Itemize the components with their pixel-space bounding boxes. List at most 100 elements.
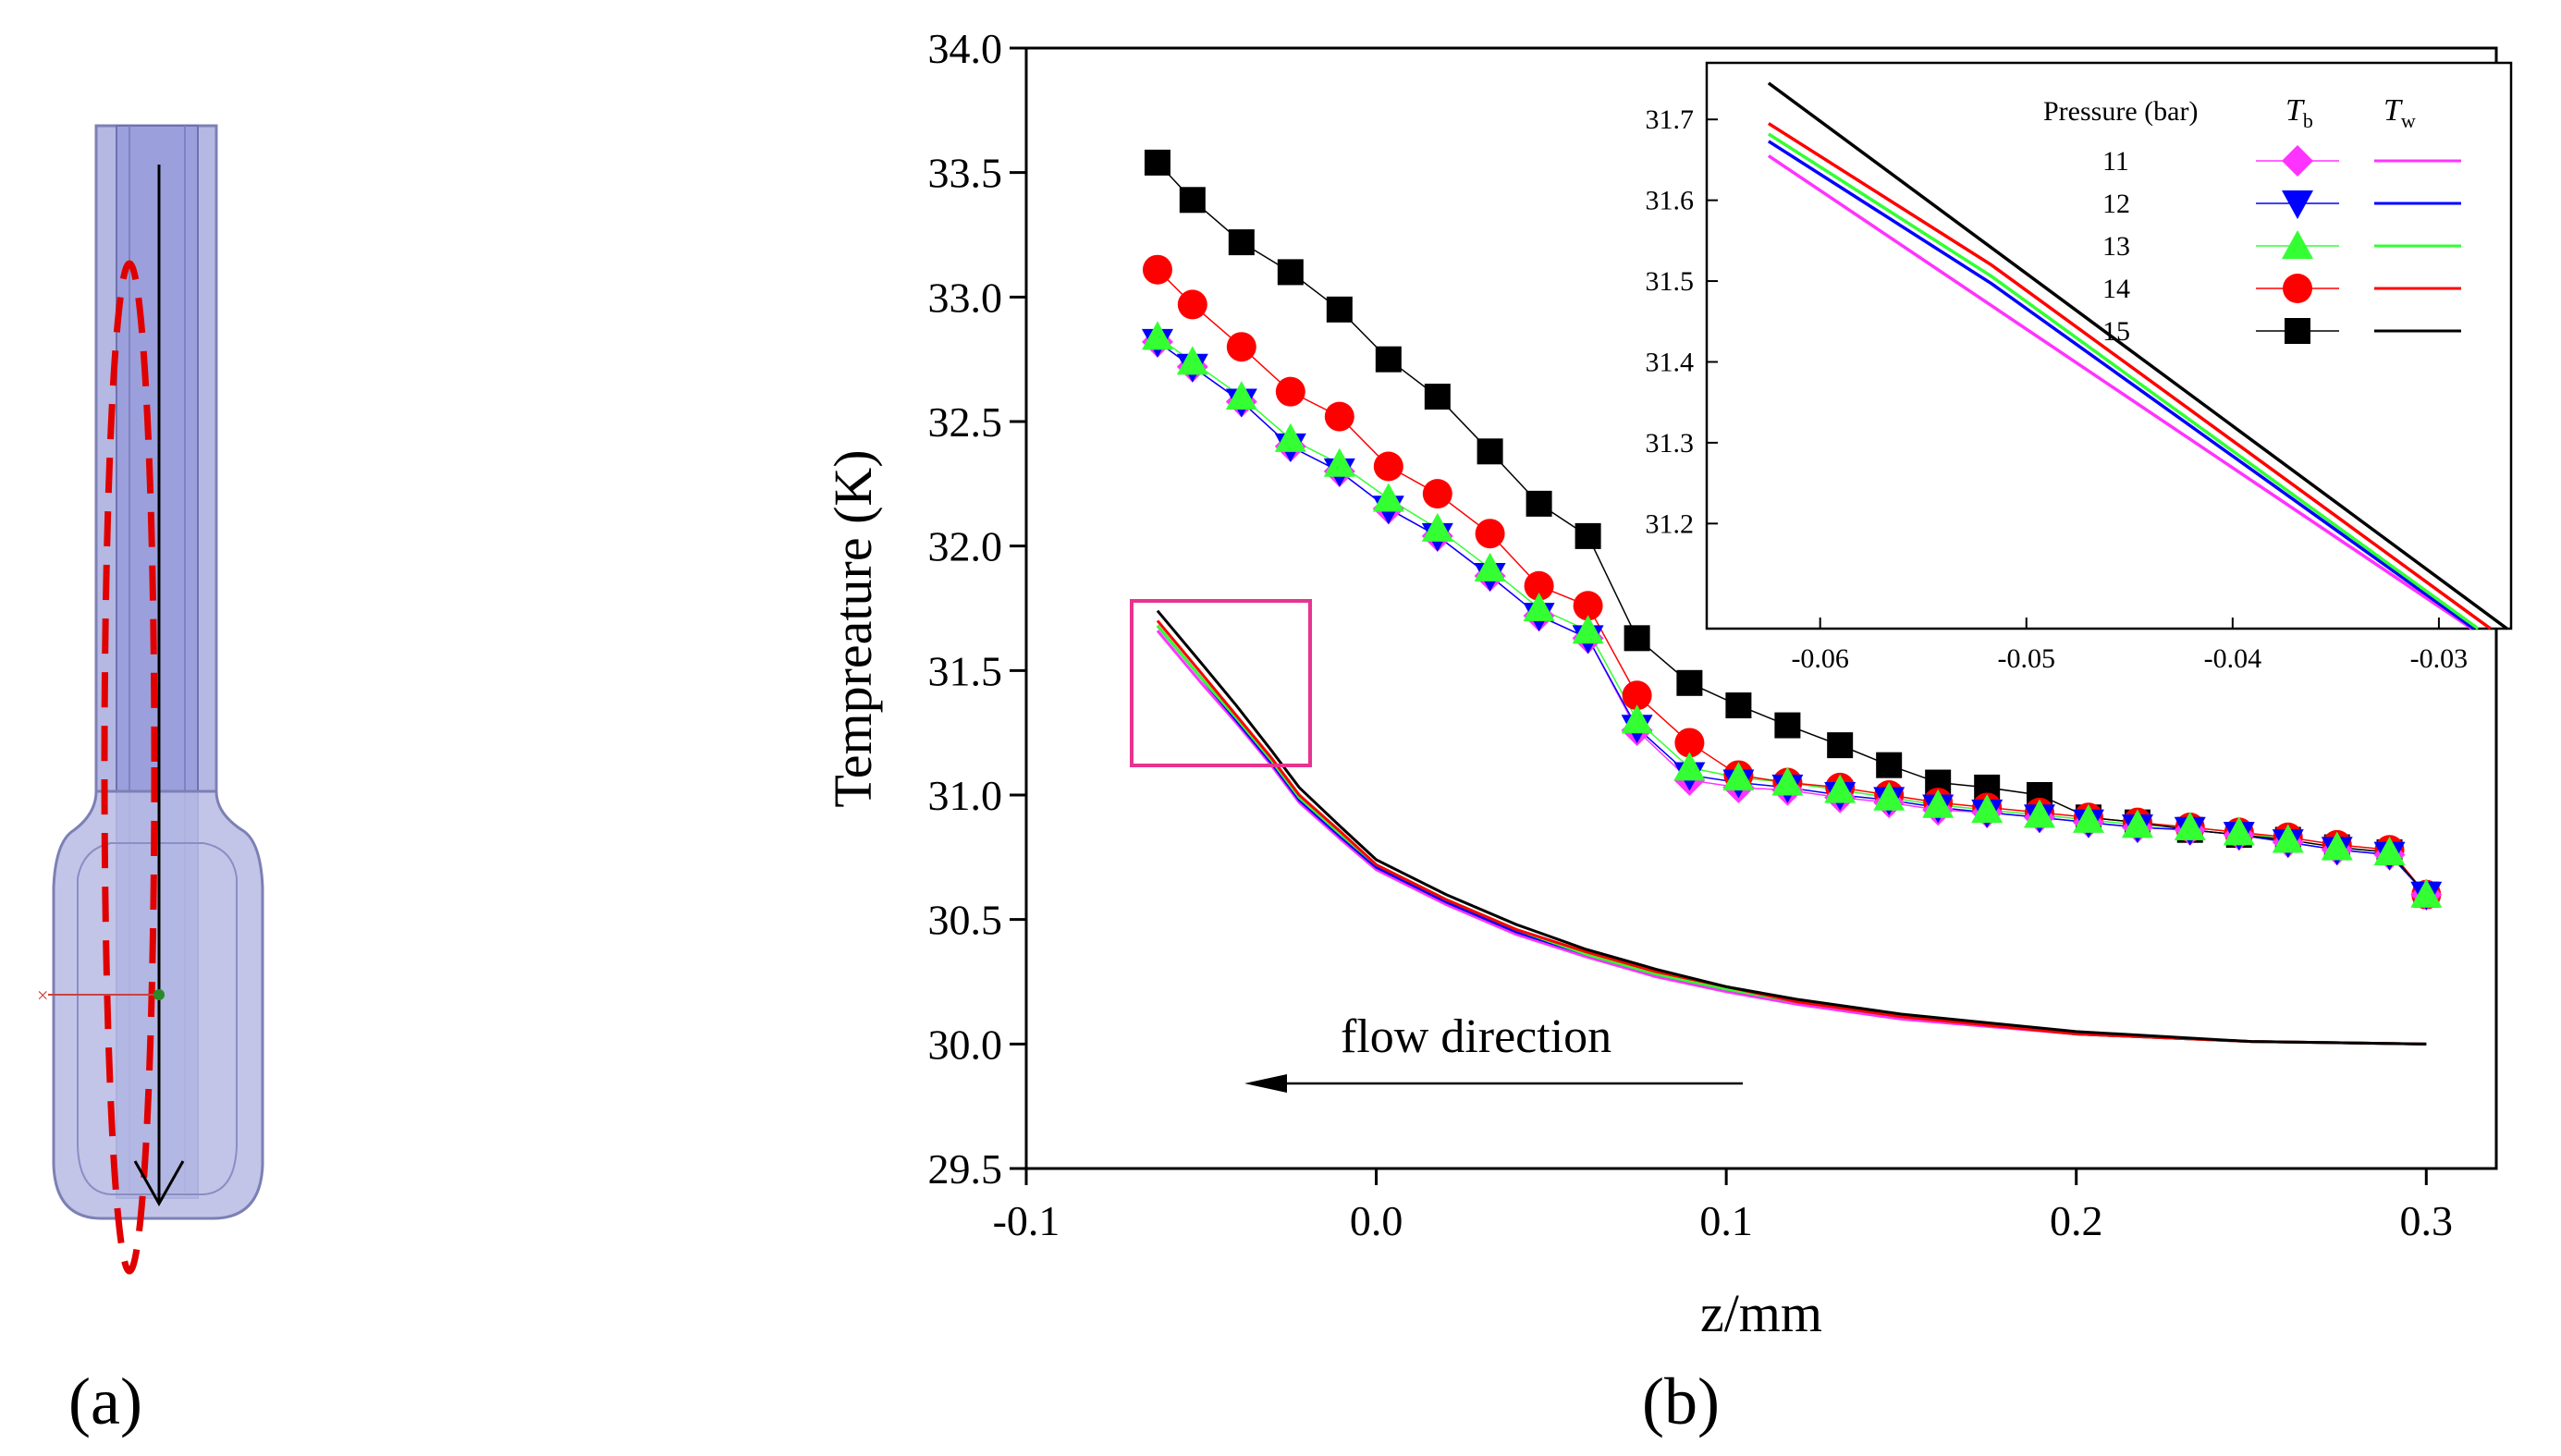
tb-marker-13 (1372, 483, 1404, 512)
y-tick-label: 34.0 (928, 25, 1003, 72)
tb-marker-13 (1824, 774, 1856, 803)
inset-y-tick-label: 31.4 (1646, 347, 1695, 377)
inset-tw-line-11 (1767, 154, 2473, 630)
tb-marker-13 (2321, 831, 2353, 861)
tb-marker-14 (1475, 519, 1505, 549)
inset-x-axis: -0.06 -0.05 -0.04 -0.03 (1791, 618, 2468, 674)
y-tick-label: 29.5 (928, 1145, 1003, 1193)
tw-line-15 (1156, 609, 2427, 1046)
main-chart: -0.1 0.0 0.1 0.2 0.3 29.5 30.0 30.5 31.0 31.5 32.… (823, 25, 2498, 1343)
tb-marker-15 (1827, 732, 1854, 759)
flow-direction-arrowhead (1244, 1074, 1287, 1093)
tb-marker-15 (1624, 625, 1650, 652)
highlight-ellipse (101, 260, 158, 1275)
tb-marker-13 (2373, 836, 2406, 865)
tb-marker-13 (1274, 422, 1306, 452)
inset-chart: -0.06 -0.05 -0.04 -0.03 31.231.331.431.531.… (1646, 61, 2513, 674)
tb-marker-14 (1177, 289, 1207, 320)
tb-marker-14 (1226, 332, 1256, 362)
tb-marker-13 (1141, 321, 1173, 350)
x-tick-label: 0.2 (2050, 1197, 2103, 1244)
axis-triad-x-icon: × (37, 984, 48, 1007)
tb-marker-13 (1673, 752, 1706, 781)
x-tick-label: 0.1 (1699, 1197, 1753, 1244)
y-tick-label: 33.5 (928, 150, 1003, 197)
tb-marker-13 (2223, 816, 2255, 846)
tb-marker-14 (1324, 401, 1354, 432)
tb-marker-15 (1774, 712, 1801, 739)
legend-tb-marker-14 (2283, 274, 2312, 303)
y-tick-label: 33.0 (928, 274, 1003, 321)
x-tick-label: 0.0 (1350, 1197, 1403, 1244)
tb-marker-15 (1725, 692, 1752, 719)
legend-tb-marker-12 (2282, 190, 2313, 219)
inset-y-axis: 31.2 31.3 31.4 31.5 31.6 31.7 (1646, 104, 1718, 539)
tb-marker-13 (1474, 552, 1506, 581)
tb-marker-15 (1326, 296, 1353, 323)
geometry-drawing: × (37, 124, 264, 1275)
inset-frame (1705, 61, 2513, 630)
inset-tw-line-13 (1767, 132, 2480, 630)
tb-marker-15 (1526, 490, 1552, 517)
legend-rows: 11 12 13 14 15 (2102, 145, 2461, 347)
tb-marker-15 (1144, 149, 1170, 176)
inset-x-tick-label: -0.06 (1791, 643, 1849, 674)
tb-marker-13 (2121, 809, 2153, 838)
tb-marker-15 (1876, 752, 1903, 778)
tb-marker-13 (1523, 593, 1555, 621)
legend-label-12: 12 (2102, 189, 2130, 219)
legend-title: Pressure (bar) (2043, 96, 2198, 127)
legend-label-13: 13 (2102, 231, 2130, 262)
inset-y-tick-label: 31.5 (1646, 266, 1695, 297)
tb-marker-14 (1674, 728, 1705, 758)
tb-marker-13 (1722, 762, 1755, 791)
tb-marker-13 (1225, 381, 1257, 410)
y-tick-label: 30.5 (928, 897, 1003, 944)
inset-x-tick-label: -0.04 (2204, 643, 2262, 674)
tb-marker-15 (1179, 187, 1206, 214)
legend: Pressure (bar) Tb Tw 11 12 13 14 15 (2043, 93, 2461, 347)
tb-marker-13 (1771, 766, 1804, 796)
legend-tb-marker-11 (2282, 145, 2313, 177)
tb-marker-14 (1622, 680, 1652, 711)
tb-marker-15 (1676, 669, 1703, 696)
axis-triad-origin (153, 989, 165, 1000)
y-tick-label: 32.5 (928, 398, 1003, 446)
legend-tb-marker-15 (2285, 318, 2310, 344)
flow-arrow-head (133, 1160, 185, 1207)
inset-y-tick-label: 31.6 (1646, 186, 1695, 216)
y-tick-label: 30.0 (928, 1021, 1003, 1068)
inset-tw-line-14 (1767, 122, 2492, 630)
inset-y-tick-label: 31.2 (1646, 508, 1695, 539)
tb-marker-13 (1421, 512, 1453, 542)
tb-marker-13 (1922, 789, 1954, 818)
x-tick-label: -0.1 (993, 1197, 1060, 1244)
inset-x-tick-label: -0.03 (2410, 643, 2469, 674)
tb-marker-15 (1575, 522, 1601, 549)
series-markers (1141, 149, 2443, 911)
tw-line-11 (1156, 630, 2427, 1046)
tb-marker-14 (1524, 570, 1554, 601)
tb-marker-14 (1275, 376, 1305, 407)
legend-col-tb: Tb (2285, 93, 2313, 132)
inset-tw-line-12 (1767, 140, 2475, 630)
panel-label-a: (a) (68, 1364, 142, 1438)
legend-label-11: 11 (2102, 146, 2129, 177)
tb-marker-13 (2410, 878, 2443, 908)
y-tick-label: 31.0 (928, 772, 1003, 819)
legend-col-tw: Tw (2383, 93, 2416, 132)
y-tick-label: 31.5 (928, 647, 1003, 694)
x-tick-label: 0.3 (2400, 1197, 2454, 1244)
x-axis-title: z/mm (1700, 1283, 1822, 1343)
tb-marker-14 (1573, 591, 1603, 621)
legend-label-14: 14 (2102, 274, 2130, 304)
tb-marker-13 (1621, 704, 1653, 734)
panel-label-b: (b) (1642, 1364, 1720, 1438)
tb-marker-14 (1422, 479, 1452, 509)
tb-marker-13 (1323, 447, 1355, 477)
legend-tb-marker-13 (2282, 230, 2313, 259)
legend-label-15: 15 (2102, 316, 2130, 347)
inset-y-tick-label: 31.7 (1646, 104, 1695, 135)
tb-marker-15 (1477, 438, 1503, 465)
flow-direction-label: flow direction (1341, 1010, 1611, 1063)
